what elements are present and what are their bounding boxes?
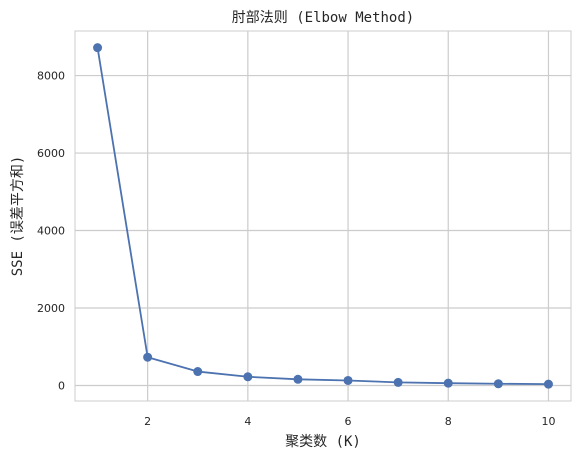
x-tick-label: 10 <box>541 415 555 428</box>
data-point <box>493 379 503 389</box>
x-tick-labels: 2 4 6 8 10 <box>144 415 555 428</box>
data-point <box>393 377 403 387</box>
x-tick-label: 8 <box>445 415 452 428</box>
data-point <box>343 375 353 385</box>
y-tick-label: 4000 <box>37 225 65 238</box>
y-tick-label: 6000 <box>37 147 65 160</box>
y-tick-label: 2000 <box>37 302 65 315</box>
chart-title: 肘部法则 (Elbow Method) <box>232 10 414 26</box>
y-tick-labels: 0 2000 4000 6000 8000 <box>37 70 65 393</box>
y-tick-label: 0 <box>58 380 65 393</box>
y-axis-label: SSE (误差平方和) <box>10 156 26 277</box>
data-point <box>543 379 553 389</box>
data-point <box>293 374 303 384</box>
plot-frame <box>74 30 572 402</box>
series-line <box>96 47 549 386</box>
y-tick-label: 8000 <box>37 70 65 83</box>
data-point <box>193 367 203 377</box>
grid <box>75 31 571 401</box>
data-point <box>93 43 103 53</box>
x-tick-label: 4 <box>244 415 251 428</box>
data-point <box>143 352 153 362</box>
data-point <box>243 372 253 382</box>
x-tick-label: 2 <box>144 415 151 428</box>
data-point <box>443 378 453 388</box>
x-axis-label: 聚类数 (K) <box>285 434 361 450</box>
x-tick-label: 6 <box>345 415 352 428</box>
series-group <box>93 43 553 389</box>
